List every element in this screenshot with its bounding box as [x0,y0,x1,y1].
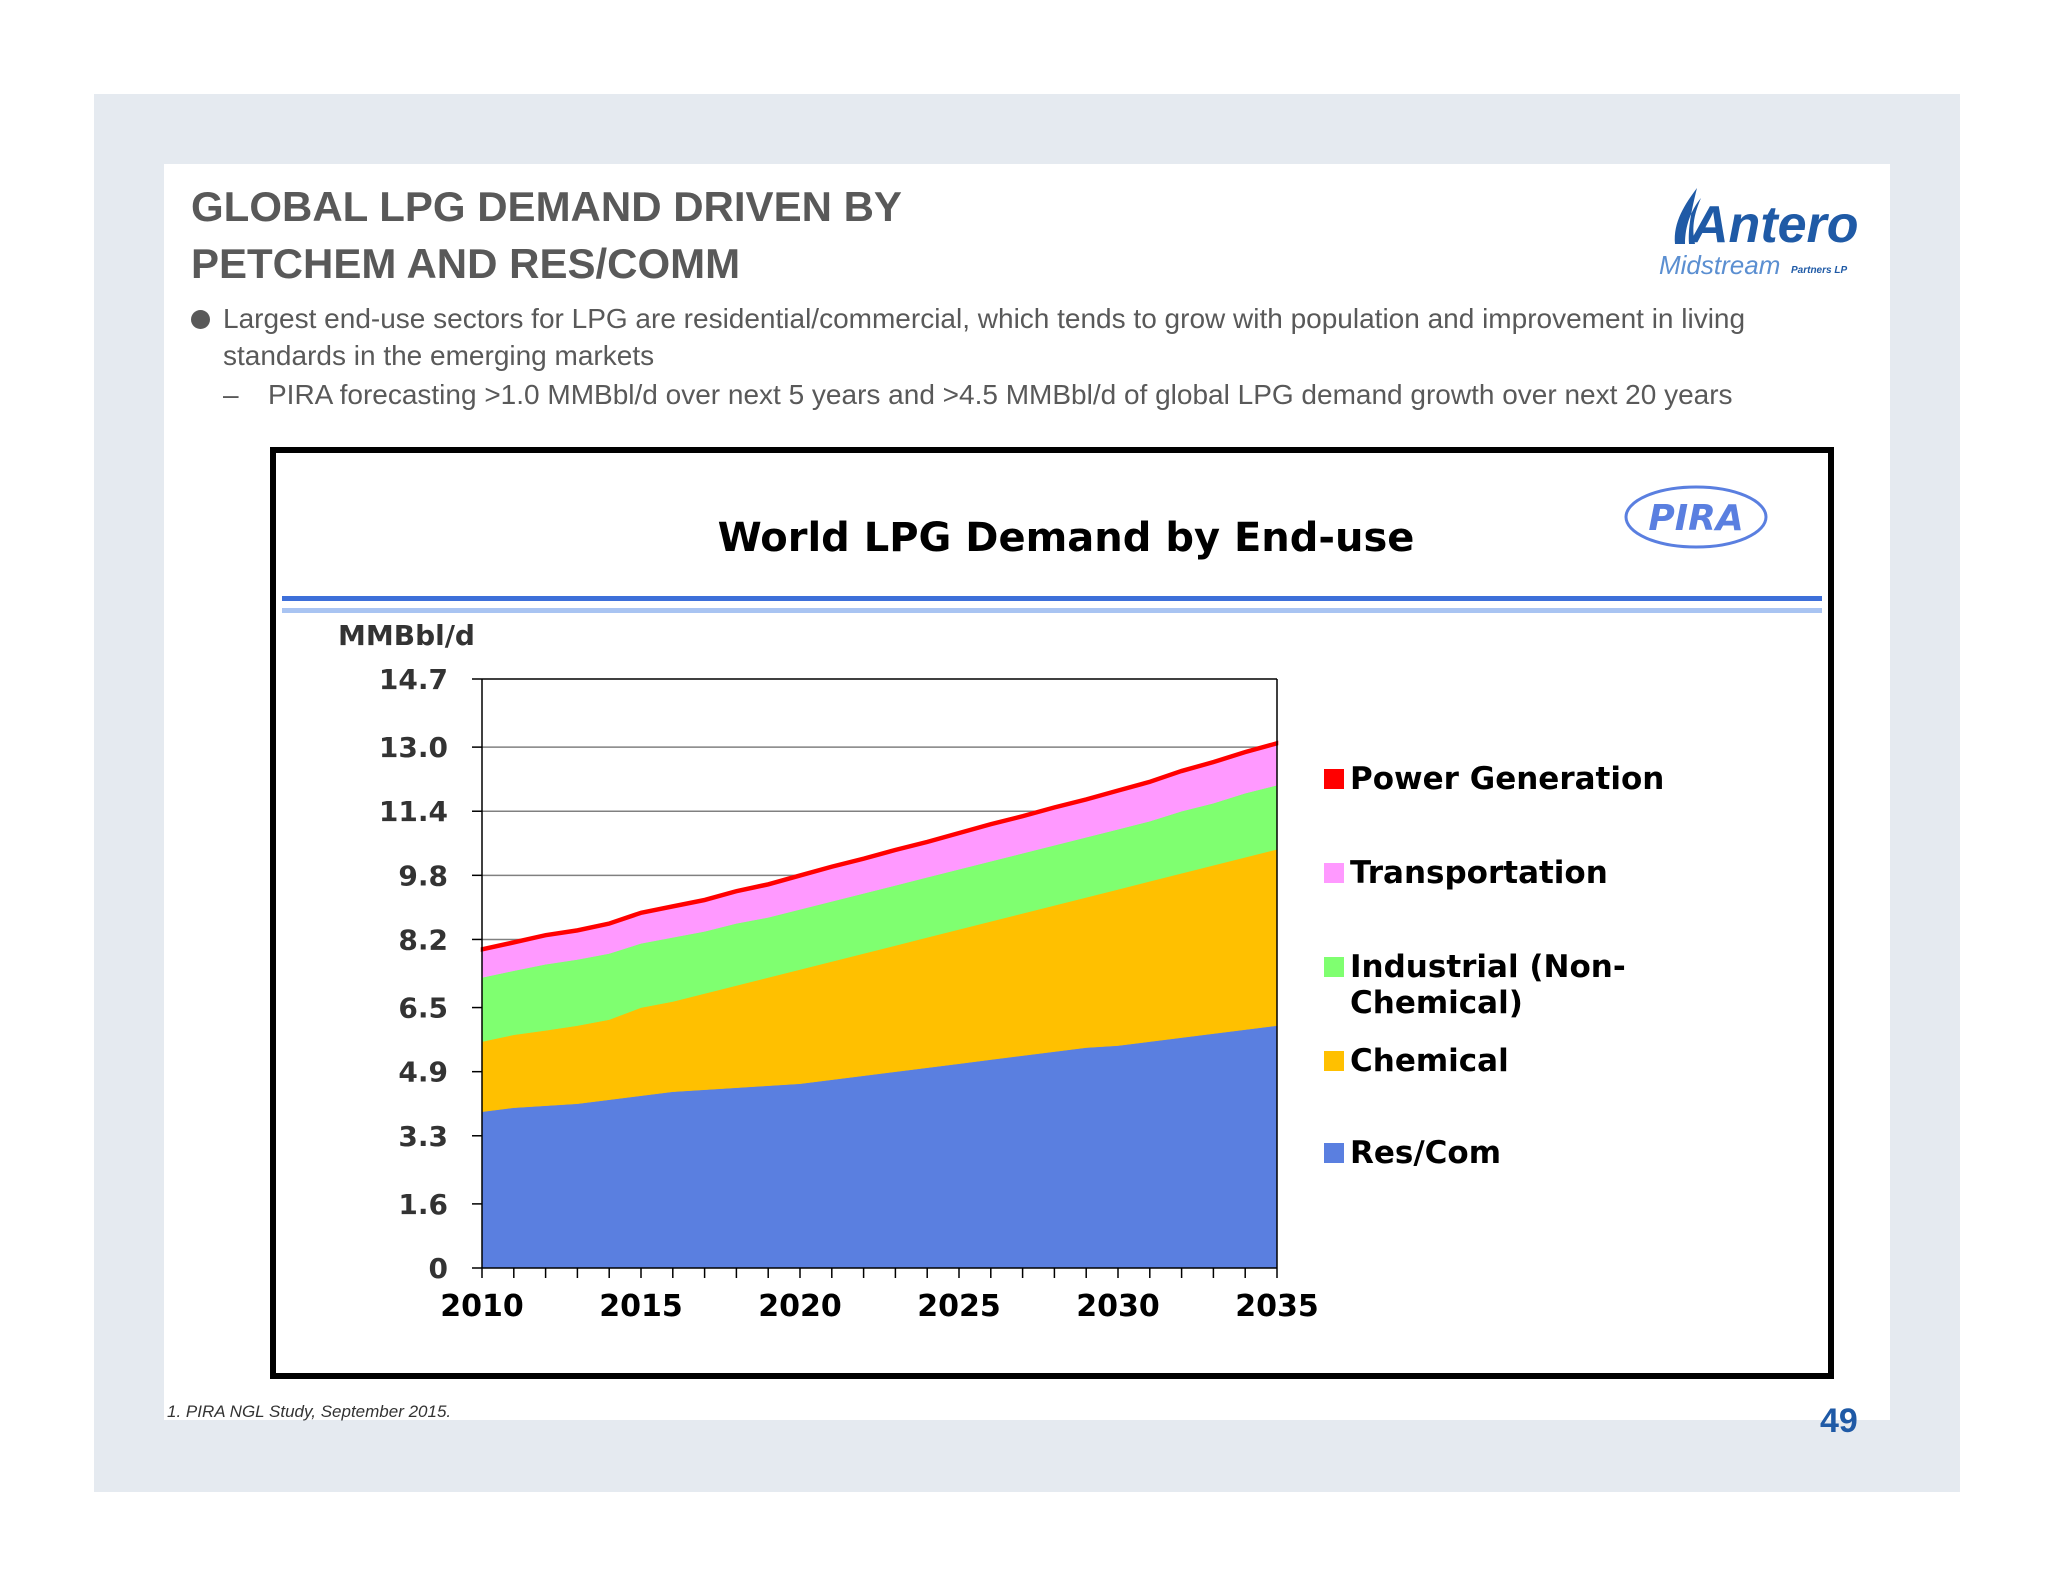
slide-title-line-2: PETCHEM AND RES/COMM [191,240,741,287]
y-tick-label-1: 1.6 [398,1188,448,1221]
legend-swatch-power-generation [1324,769,1344,789]
header-rule-light [282,608,1822,613]
y-tick-label-0: 0 [429,1252,448,1285]
slide-title-line-1: GLOBAL LPG DEMAND DRIVEN BY [191,183,902,230]
legend: Power Generation Transportation Industrial… [1324,761,1664,1171]
legend-swatch-transportation [1324,863,1344,883]
y-tick-label-2: 3.3 [398,1120,448,1153]
header-rule-dark [282,596,1822,601]
logo-brand: Antero [1689,196,1859,254]
bullet-text-2: PIRA forecasting >1.0 MMBbl/d over next … [268,379,1733,410]
antero-logo: Antero Midstream Partners LP [1659,188,1859,280]
y-axis-label: MMBbl/d [338,619,475,652]
y-tick-label-3: 4.9 [398,1056,448,1089]
x-tick-label-2010: 2010 [440,1289,524,1324]
y-tick-label-7: 11.4 [379,795,448,828]
x-tick-label-2025: 2025 [917,1289,1001,1324]
plot-area: 0 1.6 3.3 4.9 6.5 8.2 9.8 11.4 13.0 14.7 2010 2015 2… [379,663,1319,1324]
legend-label-power-generation: Power Generation [1350,761,1664,797]
legend-label-transportation: Transportation [1350,855,1608,891]
legend-label-industrial-non-chemical: Industrial (Non- [1350,949,1626,985]
x-tick-label-2020: 2020 [758,1289,842,1324]
lpg-demand-chart: World LPG Demand by End-use PIRA MMBbl/d… [282,485,1822,1324]
logo-sub-small: Partners LP [1791,265,1847,276]
legend-swatch-chemical [1324,1051,1344,1071]
chart-frame: World LPG Demand by End-use PIRA MMBbl/d… [270,447,1834,1379]
logo-sub: Midstream [1659,250,1780,280]
x-tick-label-2030: 2030 [1076,1289,1160,1324]
y-tick-label-6: 9.8 [398,859,448,892]
pira-badge: PIRA [1624,485,1768,549]
y-tick-label-8: 13.0 [379,731,448,764]
bullet-dash: – [223,379,239,410]
antero-flame-icon [1674,188,1701,244]
x-tick-label-2035: 2035 [1235,1289,1319,1324]
pira-badge-text: PIRA [1648,498,1743,539]
y-tick-label-9: 14.7 [379,663,448,696]
legend-swatch-industrial-non-chemical [1324,957,1344,977]
bullet-text-1: Largest end-use sectors for LPG are resi… [223,303,1746,371]
chart-title: World LPG Demand by End-use [718,515,1415,561]
legend-label-chemical: Chemical [1350,1043,1509,1079]
pira-badge-oval [1624,485,1768,549]
legend-swatch-res-com [1324,1143,1344,1163]
bullet-item-2: – PIRA forecasting >1.0 MMBbl/d over nex… [223,376,1733,413]
footnote: 1. PIRA NGL Study, September 2015. [167,1402,452,1421]
legend-label-res-com: Res/Com [1350,1135,1501,1171]
x-tick-label-2015: 2015 [599,1289,683,1324]
y-tick-label-5: 8.2 [398,923,448,956]
bullet-item-1: Largest end-use sectors for LPG are resi… [191,300,1871,374]
slide-title: GLOBAL LPG DEMAND DRIVEN BY PETCHEM AND … [191,178,1391,292]
bullet-dot-icon [191,310,210,329]
y-tick-label-4: 6.5 [398,992,448,1025]
page-number: 49 [1820,1402,1858,1440]
legend-label-industrial-non-chemical-line2: Chemical) [1350,985,1523,1021]
